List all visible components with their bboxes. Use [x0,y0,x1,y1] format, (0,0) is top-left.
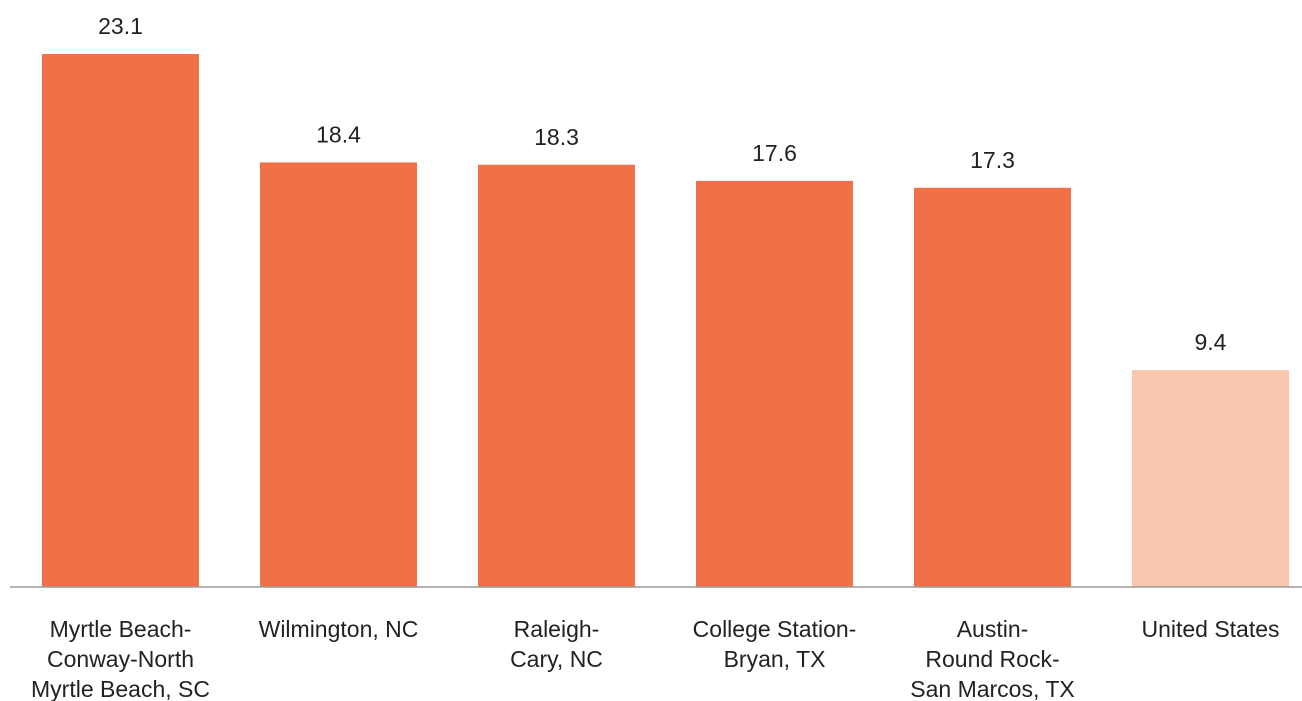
category-label-line: United States [1141,616,1279,642]
category-label-line: Myrtle Beach- [50,616,192,642]
bar-4 [914,187,1071,587]
category-label-4: Austin- Round Rock- San Marcos, TX [910,616,1074,701]
category-label-line: Myrtle Beach, SC [31,676,210,701]
category-label-line: Bryan, TX [724,646,826,672]
category-label-line: College Station- [693,616,857,642]
value-label-1: 18.4 [316,121,361,147]
value-labels-group: 23.1 18.4 18.3 17.6 17.3 9.4 [98,13,1227,355]
category-label-1: Wilmington, NC [259,616,419,642]
bar-1 [260,162,417,587]
bar-0 [42,54,199,587]
category-label-line: San Marcos, TX [910,676,1074,701]
bar-5 [1132,370,1289,587]
bars-group [42,54,1289,588]
category-label-line: Raleigh- [514,616,600,642]
bar-3 [696,180,853,587]
category-labels-group: Myrtle Beach- Conway-North Myrtle Beach, S… [31,616,1280,701]
value-label-2: 18.3 [534,124,579,150]
value-label-4: 17.3 [970,147,1015,173]
category-label-line: Round Rock- [925,646,1059,672]
bar-2 [478,164,635,588]
category-label-3: College Station- Bryan, TX [693,616,857,672]
category-label-2: Raleigh- Cary, NC [510,616,603,672]
category-label-line: Austin- [957,616,1029,642]
category-label-5: United States [1141,616,1279,642]
value-label-0: 23.1 [98,13,143,39]
value-label-3: 17.6 [752,140,797,166]
category-label-line: Conway-North [47,646,194,672]
category-label-line: Wilmington, NC [259,616,419,642]
category-label-0: Myrtle Beach- Conway-North Myrtle Beach, S… [31,616,210,701]
value-label-5: 9.4 [1195,329,1227,355]
category-label-line: Cary, NC [510,646,603,672]
